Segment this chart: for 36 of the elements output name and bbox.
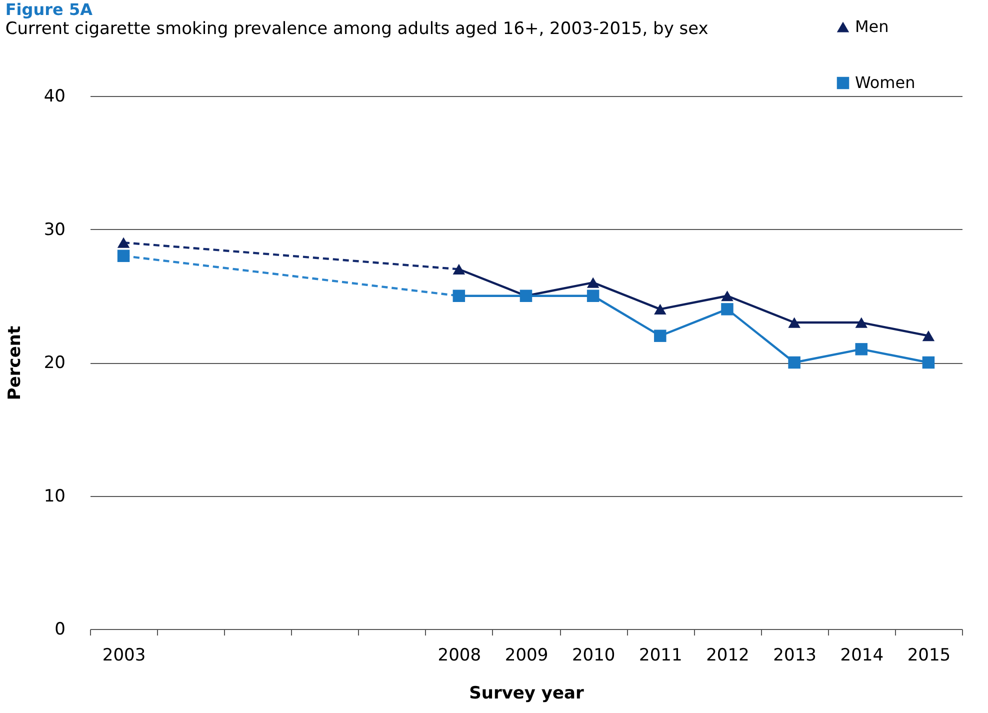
point (117, 250, 130, 262)
point (788, 317, 800, 328)
legend-label: Women (855, 73, 916, 92)
point (855, 317, 868, 328)
point (654, 304, 666, 315)
point (452, 290, 466, 302)
x-tick-label: 2003 (102, 646, 146, 666)
point (855, 343, 868, 356)
point (922, 330, 935, 342)
x-axis-title: Survey year (469, 684, 585, 704)
legend-label: Men (855, 17, 889, 36)
x-tick-label: 2009 (504, 646, 548, 666)
x-tick-label: 2013 (773, 646, 816, 666)
y-axis-title: Percent (4, 326, 25, 400)
point (117, 237, 130, 248)
chart-subtitle: Current cigarette smoking prevalence among adults aged 16+, 2003-2015, by sex (5, 19, 708, 39)
x-tick-label: 2012 (706, 646, 750, 666)
y-tick-label: 10 (44, 486, 66, 506)
x-tick-label: 2015 (907, 646, 951, 666)
y-tick-label: 0 (54, 620, 66, 640)
x-tick-label: 2011 (639, 646, 682, 666)
point (654, 330, 666, 342)
chart-title: Figure 5A (5, 0, 94, 19)
y-tick-label: 30 (44, 220, 66, 240)
x-tick-label: 2014 (840, 646, 884, 666)
point (922, 356, 935, 369)
x-tick-label: 2010 (572, 646, 616, 666)
point (721, 290, 734, 302)
point (721, 303, 734, 316)
y-tick-label: 40 (44, 86, 66, 106)
point (586, 290, 600, 302)
point (586, 277, 600, 288)
point (452, 264, 466, 275)
x-tick-label: 2008 (438, 646, 482, 666)
y-tick-label: 20 (44, 353, 66, 373)
point (788, 356, 800, 369)
